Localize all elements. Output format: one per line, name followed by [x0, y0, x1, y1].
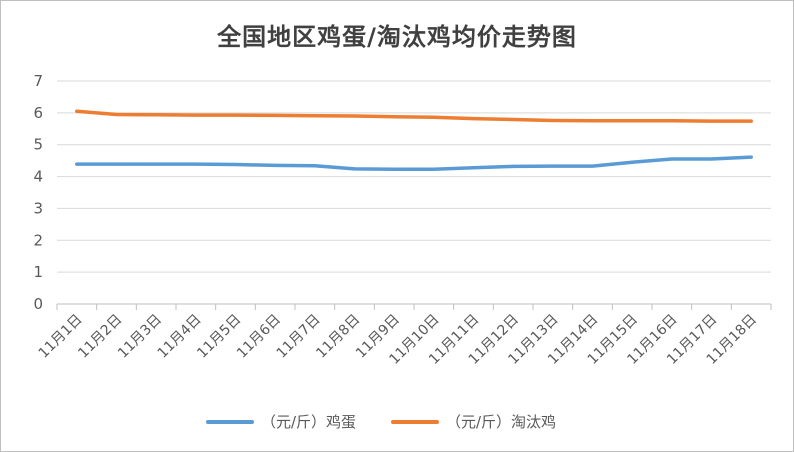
- series-line: [75, 155, 753, 171]
- data-point: [234, 113, 237, 117]
- data-point: [273, 163, 277, 167]
- data-point: [194, 162, 198, 166]
- y-tick-label: 7: [33, 72, 43, 90]
- legend-label: （元/斤）鸡蛋: [261, 413, 356, 431]
- data-point: [313, 164, 317, 168]
- data-point: [194, 113, 198, 117]
- data-point: [154, 113, 158, 117]
- legend-label: （元/斤）淘汰鸡: [446, 413, 556, 431]
- data-point: [749, 155, 753, 159]
- data-point: [511, 164, 515, 168]
- data-point: [273, 113, 277, 117]
- data-point: [591, 164, 594, 168]
- data-point: [472, 117, 475, 121]
- data-point: [75, 109, 79, 113]
- data-point: [670, 157, 674, 161]
- data-point: [432, 115, 436, 119]
- data-point: [392, 115, 396, 119]
- data-point: [670, 119, 674, 123]
- data-point: [234, 162, 237, 166]
- data-point: [353, 167, 356, 171]
- data-point: [115, 112, 118, 116]
- data-point: [749, 119, 753, 123]
- y-tick-label: 4: [33, 168, 43, 186]
- data-point: [511, 118, 515, 122]
- y-tick-label: 2: [33, 231, 43, 249]
- series-line: [75, 109, 753, 123]
- data-point: [154, 162, 158, 166]
- data-point: [432, 167, 436, 171]
- y-tick-label: 0: [33, 295, 43, 313]
- data-point: [630, 119, 634, 123]
- y-tick-label: 1: [33, 263, 43, 281]
- data-point: [551, 164, 555, 168]
- y-tick-label: 6: [33, 104, 43, 122]
- data-point: [353, 114, 356, 118]
- data-point: [630, 160, 634, 164]
- y-tick-label: 5: [33, 136, 43, 154]
- y-tick-label: 3: [33, 199, 43, 217]
- data-point: [392, 167, 396, 171]
- chart-title: 全国地区鸡蛋/淘汰鸡均价走势图: [217, 23, 577, 51]
- data-point: [75, 162, 79, 166]
- data-point: [472, 166, 475, 170]
- data-point: [591, 119, 594, 123]
- data-point: [710, 119, 713, 123]
- data-point: [710, 157, 713, 161]
- data-point: [115, 162, 118, 166]
- data-point: [551, 119, 555, 123]
- data-point: [313, 114, 317, 118]
